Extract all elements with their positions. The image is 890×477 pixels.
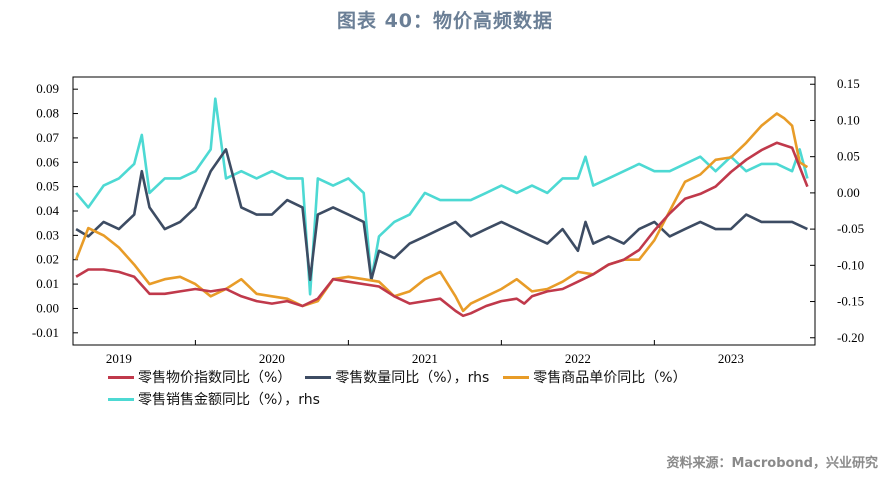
legend-item-2: 零售数量同比（%），rhs — [305, 366, 489, 388]
legend-item-3: 零售商品单价同比（%） — [503, 366, 687, 388]
legend-swatch — [503, 375, 530, 379]
left-tick-label: 0.07 — [36, 130, 59, 145]
legend-item-1: 零售物价指数同比（%） — [108, 366, 291, 388]
right-tick-label: -0.15 — [837, 294, 864, 309]
right-tick-label: -0.10 — [837, 257, 864, 272]
plot-area — [72, 76, 816, 346]
left-tick-label: 0.09 — [36, 81, 59, 96]
legend-label: 零售数量同比（%），rhs — [335, 370, 490, 386]
right-axis: -0.20 -0.15 -0.10 -0.05 0.00 0.05 0.10 0.15 — [810, 76, 864, 345]
legend-swatch — [108, 397, 134, 401]
legend: 零售物价指数同比（%） 零售数量同比（%），rhs 零售商品单价同比（%） 零售销售金… — [108, 366, 808, 410]
x-tick-label: 2020 — [259, 351, 285, 366]
x-tick-label: 2023 — [718, 351, 744, 366]
series-line-3 — [74, 112, 809, 313]
x-axis: 2019 2020 2021 2022 2023 — [106, 340, 744, 366]
legend-item-4: 零售销售金额同比（%），rhs — [108, 388, 320, 410]
left-tick-label: 0.00 — [36, 300, 59, 315]
right-tick-label: 0.00 — [837, 185, 860, 200]
left-tick-label: 0.03 — [36, 227, 59, 242]
left-tick-label: 0.04 — [36, 203, 59, 218]
source-note: 资料来源：Macrobond，兴业研究 — [666, 456, 878, 471]
series-line-4 — [75, 97, 809, 296]
x-tick-label: 2022 — [565, 351, 591, 366]
left-tick-label: 0.06 — [36, 154, 59, 169]
legend-swatch — [108, 375, 134, 379]
right-tick-label: -0.05 — [837, 221, 864, 236]
legend-label: 零售物价指数同比（%） — [138, 370, 292, 386]
x-tick-label: 2021 — [412, 351, 438, 366]
right-tick-label: 0.15 — [837, 76, 860, 91]
right-tick-label: -0.20 — [837, 330, 864, 345]
legend-label: 零售商品单价同比（%） — [533, 370, 687, 386]
left-tick-label: -0.01 — [32, 325, 59, 340]
page-title: 图表 40：物价高频数据 — [336, 10, 554, 32]
left-tick-label: 0.01 — [36, 276, 59, 291]
legend-swatch — [305, 375, 332, 379]
legend-label: 零售销售金额同比（%），rhs — [138, 392, 320, 408]
x-tick-label: 2019 — [106, 351, 132, 366]
series-line-1 — [75, 141, 809, 318]
series-layer — [74, 97, 809, 318]
left-tick-label: 0.05 — [36, 179, 59, 194]
right-tick-label: 0.05 — [837, 149, 860, 164]
left-tick-label: 0.08 — [36, 106, 59, 121]
left-tick-label: 0.02 — [36, 252, 59, 267]
left-axis: -0.01 0.00 0.01 0.02 0.03 0.04 0.05 0.06 0.07 0.0… — [32, 81, 78, 340]
right-tick-label: 0.10 — [837, 112, 860, 127]
series-line-2 — [75, 148, 808, 282]
